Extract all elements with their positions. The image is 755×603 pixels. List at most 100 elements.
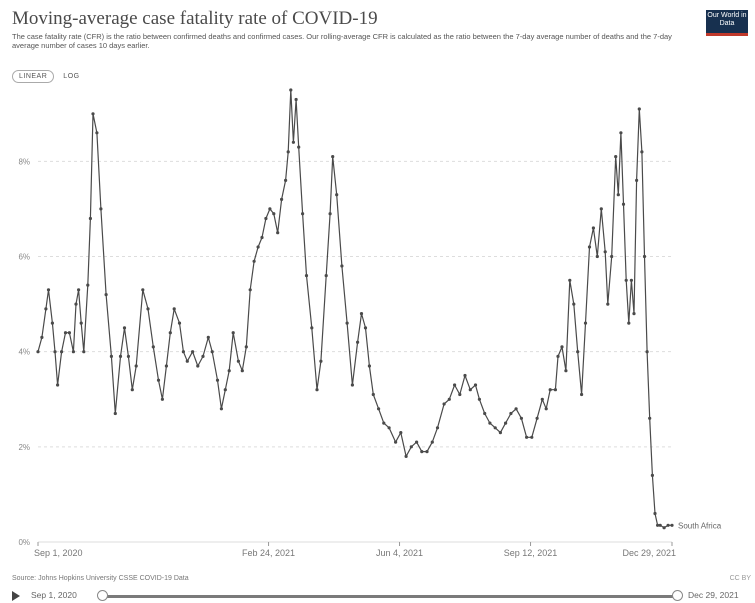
source-note[interactable]: Source: Johns Hopkins University CSSE CO…	[12, 575, 189, 582]
data-point	[530, 435, 534, 439]
data-point	[359, 312, 364, 316]
data-point	[544, 407, 548, 411]
data-point	[50, 321, 55, 325]
data-point	[415, 440, 419, 444]
data-point	[264, 216, 268, 221]
data-point	[286, 150, 290, 154]
logo-accent-bar	[706, 33, 748, 36]
data-point	[79, 321, 83, 325]
data-point	[256, 245, 260, 249]
data-point	[71, 350, 75, 354]
timeline-start-handle[interactable]	[97, 590, 108, 601]
data-point	[146, 307, 150, 311]
data-point	[498, 431, 502, 435]
y-tick-label: 2%	[18, 443, 30, 452]
data-point	[519, 416, 524, 420]
data-point	[268, 207, 272, 211]
data-point	[118, 354, 123, 358]
data-point	[371, 392, 375, 397]
data-point	[509, 411, 513, 416]
y-tick-label: 8%	[18, 157, 30, 166]
data-point	[394, 440, 398, 444]
data-point	[340, 264, 344, 268]
data-point	[104, 293, 108, 297]
data-point	[560, 345, 564, 349]
data-point	[514, 407, 518, 411]
line-chart: 0% 2% 4% 6% 8% Sep 1, 2020 Feb 24, 2021 Jun 4,…	[18, 88, 722, 558]
data-point	[603, 250, 607, 254]
data-point	[82, 350, 86, 354]
data-point	[442, 402, 446, 406]
series-label: South Africa	[678, 521, 722, 530]
data-point	[367, 364, 371, 368]
data-point	[291, 140, 295, 144]
license-label[interactable]: CC BY	[729, 575, 751, 582]
data-point	[53, 350, 57, 354]
timeline: Sep 1, 2020 Dec 29, 2021	[0, 588, 755, 603]
data-point	[304, 274, 309, 278]
data-point	[181, 350, 185, 354]
data-point	[260, 235, 264, 240]
linear-scale-button[interactable]: LINEAR	[12, 70, 55, 83]
data-point	[284, 178, 288, 182]
timeline-end-handle[interactable]	[672, 590, 683, 601]
data-point	[632, 312, 636, 316]
data-point	[535, 416, 539, 420]
data-point	[206, 335, 210, 339]
data-point	[580, 392, 584, 397]
owid-logo[interactable]: Our World in Data	[706, 10, 748, 36]
data-point	[382, 421, 386, 425]
data-point	[201, 354, 205, 358]
y-tick-label: 4%	[18, 348, 30, 357]
data-point	[650, 473, 655, 477]
data-point	[310, 326, 314, 330]
data-point	[244, 345, 248, 349]
data-point	[168, 331, 172, 335]
y-tick-label: 6%	[18, 253, 30, 262]
chart-title: Moving-average case fatality rate of COV…	[12, 8, 378, 29]
data-point	[60, 350, 64, 354]
data-point	[191, 350, 195, 354]
play-icon[interactable]	[12, 591, 20, 601]
data-point	[488, 421, 492, 425]
x-tick-label: Feb 24, 2021	[242, 548, 295, 558]
data-point	[56, 383, 60, 387]
data-point	[447, 397, 451, 401]
data-point	[420, 450, 424, 454]
logo-text: Our World in Data	[707, 12, 747, 27]
data-point	[568, 278, 572, 282]
data-point	[248, 288, 252, 292]
data-point	[130, 388, 134, 392]
x-tick-label: Sep 12, 2021	[504, 548, 558, 558]
log-scale-button[interactable]: LOG	[60, 70, 83, 83]
data-point	[477, 397, 481, 401]
data-point	[177, 321, 182, 325]
data-point	[331, 155, 335, 159]
data-point	[587, 245, 592, 249]
data-point	[556, 354, 560, 358]
scale-toggle: LINEAR LOG	[12, 70, 83, 83]
data-point	[36, 350, 40, 354]
x-tick-label: Dec 29, 2021	[622, 548, 676, 558]
data-point	[294, 97, 298, 102]
data-point	[483, 411, 487, 416]
data-point	[223, 388, 227, 392]
data-point	[583, 321, 588, 325]
data-point	[645, 350, 649, 354]
series-line	[37, 89, 672, 529]
data-point	[591, 226, 596, 230]
data-point	[425, 450, 429, 454]
data-point	[595, 254, 599, 259]
data-point	[227, 369, 231, 373]
data-point	[272, 212, 276, 216]
data-point	[156, 378, 161, 382]
data-point	[658, 523, 662, 527]
data-point	[67, 331, 71, 335]
data-point	[276, 231, 280, 235]
data-point	[458, 392, 462, 397]
timeline-track[interactable]	[100, 595, 678, 598]
data-point	[40, 335, 44, 339]
data-point	[640, 150, 644, 154]
data-point	[387, 426, 391, 430]
data-point	[151, 345, 155, 349]
